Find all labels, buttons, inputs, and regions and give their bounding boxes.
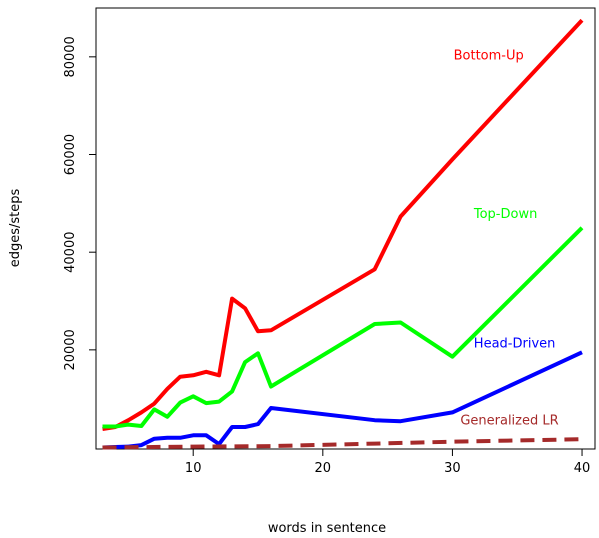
y-tick-label: 40000 (63, 232, 78, 273)
series-line-top-down (102, 226, 584, 429)
series-label-head-driven: Head-Driven (474, 336, 556, 351)
series-label-generalized-lr: Generalized LR (460, 414, 558, 429)
series-layer (102, 18, 584, 450)
y-tick-label: 20000 (63, 329, 78, 370)
x-axis-title: words in sentence (268, 521, 386, 536)
y-axis-title: edges/steps (8, 189, 23, 268)
y-axis: 20000 40000 60000 80000 (63, 36, 96, 371)
x-tick-label: 10 (185, 461, 202, 476)
series-label-bottom-up: Bottom-Up (454, 48, 524, 63)
series-label-top-down: Top-Down (473, 207, 537, 222)
series-line-head-driven (102, 350, 583, 450)
plot-frame (95, 7, 596, 450)
y-tick-label: 60000 (63, 134, 78, 175)
series-line-generalized-lr (102, 437, 583, 450)
series-line-bottom-up (102, 18, 584, 431)
x-tick-label: 30 (444, 461, 461, 476)
label-layer: Bottom-Up Top-Down Head-Driven Generalized … (454, 48, 559, 428)
x-tick-label: 20 (315, 461, 332, 476)
x-axis: 10 20 30 40 (185, 449, 590, 476)
x-tick-label: 40 (574, 461, 591, 476)
y-tick-label: 80000 (63, 36, 78, 77)
